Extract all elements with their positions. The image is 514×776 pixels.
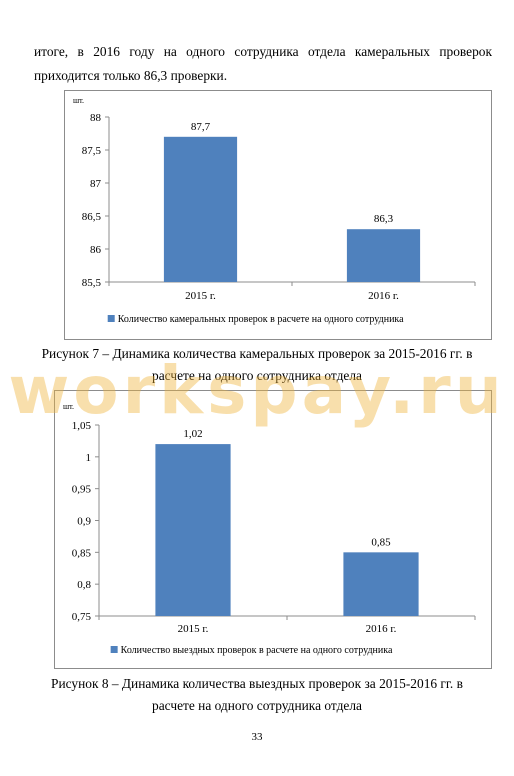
paragraph-line-2: приходится только 86,3 проверки.: [34, 68, 228, 83]
y-tick-label: 85,5: [82, 277, 102, 289]
figure-8-caption-line-2: расчете на одного сотрудника отдела: [152, 698, 362, 713]
y-tick-label: 0,85: [72, 547, 92, 559]
chart-7-svg: шт. 85,5 86 86,5 87 87,5 88 87,7 2015 г. 86,3 2016…: [73, 96, 476, 325]
y-tick-label: 1: [86, 452, 92, 464]
page-number: 33: [251, 731, 263, 743]
unit-label: шт.: [73, 96, 84, 105]
y-tick-label: 0,95: [72, 484, 92, 496]
bar-2: [343, 552, 419, 616]
figure-8-caption-line-1: Рисунок 8 – Динамика количества выездных…: [51, 676, 463, 691]
bar-1: [155, 444, 231, 616]
y-tick-label: 0,8: [77, 579, 91, 591]
x-tick-label: 2015 г.: [185, 290, 216, 302]
unit-label: шт.: [63, 402, 74, 411]
legend-swatch: [107, 315, 115, 322]
y-tick-label: 88: [90, 112, 102, 124]
x-tick-label: 2016 г.: [366, 623, 397, 635]
bar-1: [163, 136, 238, 282]
y-tick-label: 87,5: [82, 145, 102, 157]
x-tick-label: 2016 г.: [368, 290, 399, 302]
paragraph-line-1: итоге, в 2016 году на одного сотрудника …: [34, 44, 492, 59]
chart-figure-7: шт. 85,5 86 86,5 87 87,5 88 87,7 2015 г. 86,3 2016…: [64, 90, 492, 340]
y-tick-label: 0,9: [77, 516, 91, 528]
y-tick-label: 86,5: [82, 211, 102, 223]
x-tick-label: 2015 г.: [178, 623, 209, 635]
chart-8-svg: шт. 0,75 0,8 0,85 0,9 0,95 1 1,05 1,02 2015 г. 0,8…: [63, 402, 476, 656]
data-label-1: 87,7: [191, 121, 211, 133]
figure-8-caption: Рисунок 8 – Динамика количества выездных…: [20, 673, 494, 717]
legend-label: Количество камеральных проверок в расчет…: [118, 314, 404, 325]
data-label-2: 86,3: [374, 213, 394, 225]
y-tick-label: 0,75: [72, 611, 92, 623]
y-tick-label: 1,05: [72, 420, 92, 432]
legend-swatch: [110, 646, 118, 653]
y-tick-label: 87: [90, 178, 102, 190]
figure-7-caption: Рисунок 7 – Динамика количества камераль…: [20, 343, 494, 387]
legend-label: Количество выездных проверок в расчете н…: [121, 645, 393, 656]
data-label-1: 1,02: [183, 428, 202, 440]
figure-7-caption-line-1: Рисунок 7 – Динамика количества камераль…: [41, 346, 473, 361]
chart-figure-8: шт. 0,75 0,8 0,85 0,9 0,95 1 1,05 1,02 2015 г. 0,8…: [54, 390, 492, 669]
figure-7-caption-line-2: расчете на одного сотрудника отдела: [152, 368, 362, 383]
bar-2: [346, 229, 421, 282]
body-paragraph: итоге, в 2016 году на одного сотрудника …: [34, 40, 492, 88]
data-label-2: 0,85: [371, 536, 391, 548]
y-tick-label: 86: [90, 244, 102, 256]
